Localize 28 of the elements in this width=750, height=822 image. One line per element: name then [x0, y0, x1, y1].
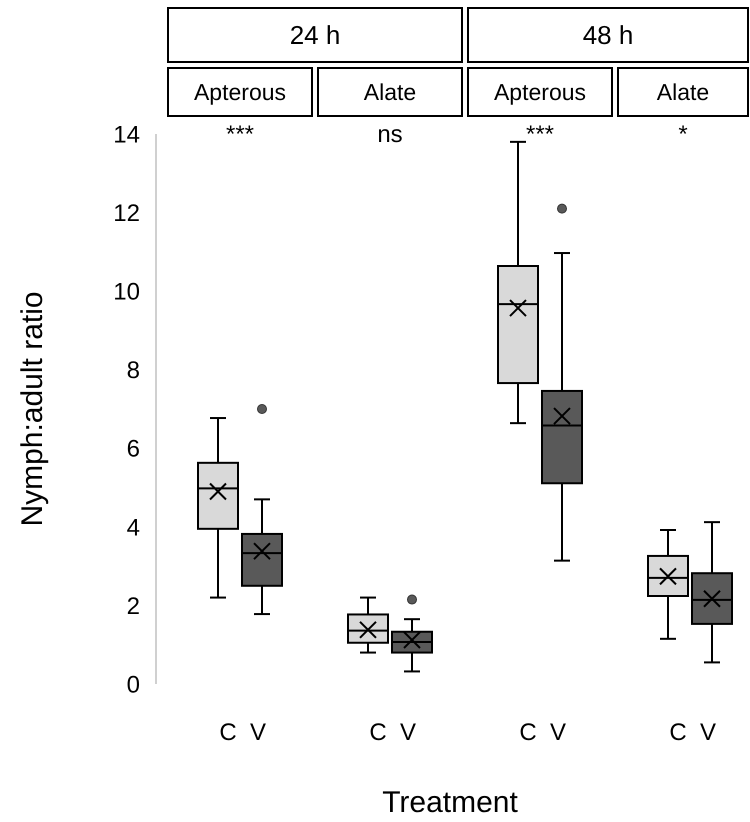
y-tick-label: 8: [126, 357, 140, 384]
y-tick-label: 12: [113, 200, 140, 227]
x-tick-label: V: [550, 719, 566, 746]
text: Apterous: [194, 79, 286, 106]
text: 24 h: [290, 20, 340, 50]
text: Apterous: [494, 79, 586, 106]
x-tick-label: V: [700, 719, 716, 746]
annotation: ***: [526, 121, 554, 148]
x-tick-label: C: [219, 719, 237, 746]
x-tick-label: V: [250, 719, 266, 746]
y-tick-label: 0: [126, 671, 140, 698]
annotation: ***: [226, 121, 254, 148]
text: Alate: [656, 79, 710, 106]
text: 48 h: [582, 20, 634, 50]
y-tick-label: 6: [126, 436, 140, 463]
y-tick-label: 14: [113, 121, 140, 148]
x-tick-label: V: [400, 719, 416, 746]
annotation: ns: [377, 121, 403, 148]
x-tick-label: C: [669, 719, 687, 746]
x-axis-title: Treatment: [382, 786, 518, 819]
x-tick-label: C: [519, 719, 537, 746]
y-tick-label: 10: [113, 278, 140, 306]
y-tick-label: 2: [126, 592, 140, 620]
y-axis-title: Nymph:adult ratio: [16, 291, 49, 527]
annotation: *: [678, 121, 688, 148]
y-tick-label: 4: [126, 514, 140, 542]
text: Alate: [364, 79, 416, 106]
x-tick-label: C: [369, 719, 387, 746]
